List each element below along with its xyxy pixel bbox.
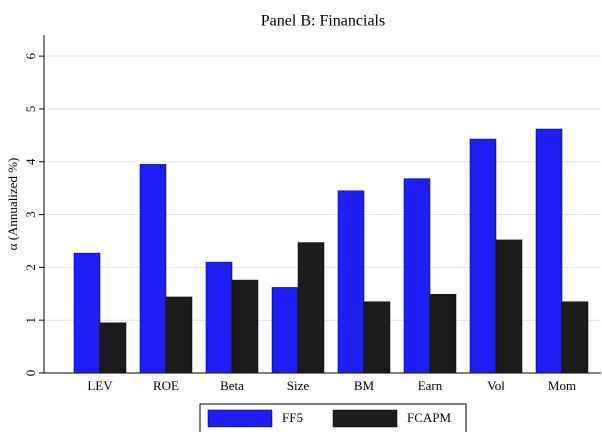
- x-tick-label: BM: [354, 378, 375, 393]
- legend-label: FF5: [282, 410, 303, 425]
- bar: [139, 164, 167, 374]
- bar: [535, 128, 563, 374]
- bar: [469, 138, 497, 374]
- y-tick-label: 3: [23, 211, 38, 218]
- bar: [495, 239, 523, 374]
- bar: [561, 301, 589, 374]
- x-tick-label: Mom: [548, 378, 576, 393]
- bar: [337, 190, 365, 374]
- y-tick-label: 1: [23, 317, 38, 324]
- y-tick-label: 2: [23, 264, 38, 271]
- x-tick-label: Vol: [487, 378, 505, 393]
- bar: [99, 322, 127, 374]
- y-tick-label: 4: [23, 158, 38, 165]
- y-axis-label: α (Annualized %): [5, 158, 20, 251]
- x-tick-label: ROE: [153, 378, 179, 393]
- x-tick-label: Beta: [220, 378, 244, 393]
- bar: [363, 301, 391, 374]
- bar: [271, 287, 299, 374]
- y-tick-label: 0: [23, 370, 38, 377]
- legend-swatch: [332, 409, 398, 428]
- y-tick-label: 6: [23, 52, 38, 59]
- bar: [231, 279, 259, 374]
- legend-swatch: [207, 409, 273, 428]
- bar: [403, 178, 431, 374]
- x-tick-label: LEV: [87, 378, 113, 393]
- x-tick-label: Size: [287, 378, 310, 393]
- bar: [297, 242, 325, 374]
- bar: [205, 261, 233, 374]
- bar: [429, 294, 457, 374]
- x-tick-label: Earn: [418, 378, 443, 393]
- bar: [165, 296, 193, 374]
- legend-label: FCAPM: [407, 410, 452, 425]
- y-tick-label: 5: [23, 106, 38, 113]
- chart-title: Panel B: Financials: [261, 13, 385, 30]
- bar: [73, 252, 101, 374]
